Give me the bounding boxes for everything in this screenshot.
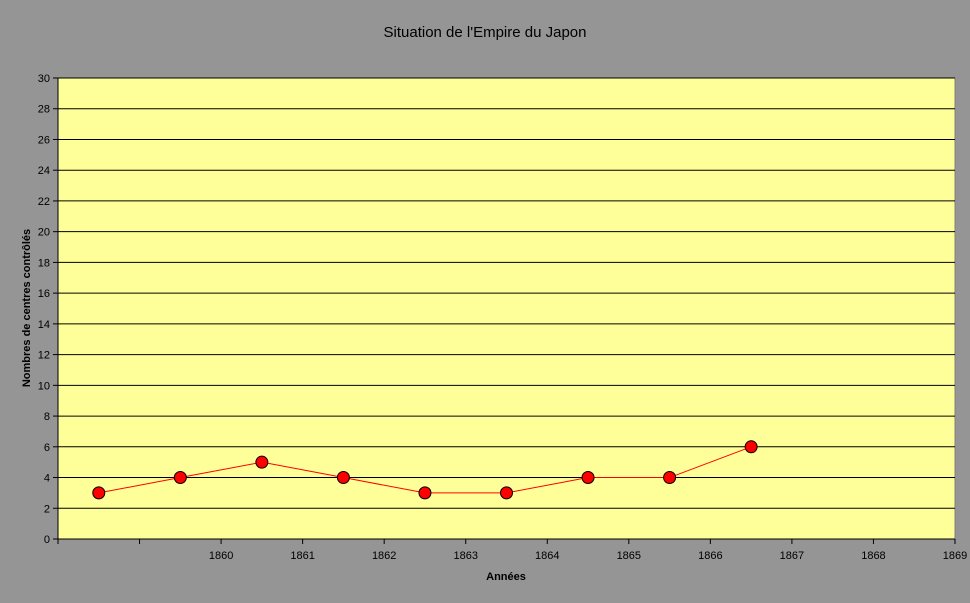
x-tick-label: 1860 [209,550,233,562]
data-point [500,486,513,500]
x-tick-label: 1862 [372,550,396,562]
series-layer [92,440,758,500]
data-point [92,486,106,500]
gridlines [58,77,955,509]
y-tick-label: 6 [44,442,50,454]
axes [53,77,956,544]
chart-title: Situation de l'Empire du Japon [384,24,587,41]
y-tick-label: 28 [38,104,50,116]
y-tick-label: 8 [44,411,50,423]
y-tick-label: 24 [38,165,50,177]
x-tick-label: 1861 [290,550,314,562]
data-point [255,455,269,469]
y-tick-label: 0 [44,534,50,546]
x-tick-labels: 1860 1861 1862 1863 1864 1865 1866 1867 1868 1869 [209,550,967,562]
y-tick-label: 26 [38,134,50,146]
x-tick-label: 1866 [698,550,722,562]
y-tick-label: 4 [44,473,50,485]
y-tick-label: 20 [38,227,50,239]
y-axis-title: Nombres de centres contrôlés [21,229,33,387]
y-tick-label: 10 [38,380,50,392]
data-point [336,471,350,485]
data-point [663,471,677,485]
data-point [744,440,758,454]
y-tick-label: 16 [38,288,50,300]
data-point [173,471,187,485]
plot-area [57,77,956,540]
data-point [418,486,432,500]
y-tick-label: 2 [44,503,50,515]
x-tick-label: 1865 [617,550,641,562]
x-tick-label: 1869 [943,550,967,562]
x-tick-label: 1864 [535,550,559,562]
x-tick-label: 1863 [453,550,477,562]
y-tick-label: 30 [38,73,50,85]
x-tick-label: 1867 [780,550,804,562]
y-tick-label: 14 [38,319,50,331]
y-tick-label: 12 [38,350,50,362]
y-tick-label: 18 [38,257,50,269]
x-tick-label: 1868 [861,550,885,562]
y-tick-label: 22 [38,196,50,208]
data-point [581,471,595,485]
x-axis-title: Années [486,571,526,583]
